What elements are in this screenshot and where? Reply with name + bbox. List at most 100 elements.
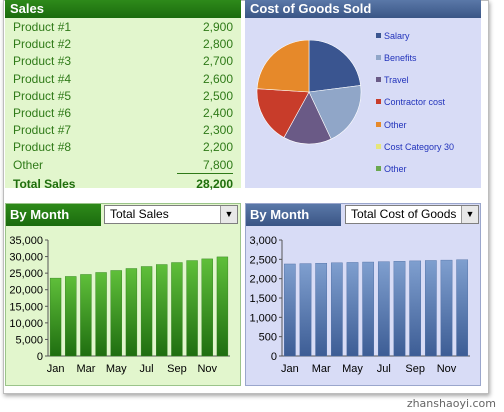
y-tick-label: 0 [37,351,43,363]
watermark: zhanshaoyi.com [406,397,496,410]
cogs-by-month-bar-chart: 0 500 1,000 1,500 2,000 2,500 3,000 Jan Mar May Ju… [249,235,470,375]
bar-jan [283,263,296,357]
legend-swatch [376,77,381,82]
sales-row-label: Product #3 [13,54,72,69]
cogs-pie-chart [256,40,362,145]
y-tick-label: 1,000 [249,312,277,324]
legend-swatch [376,33,381,38]
bar-sep [409,260,422,357]
bar-jul [140,266,153,357]
legend-label: Other [384,120,407,130]
cogs-metric-dropdown[interactable]: Total Cost of Goods ▼ [345,205,479,224]
by-month-cogs-header: By Month [246,204,341,226]
sales-row-value: 2,500 [202,88,233,103]
sales-row: Product #6 2,400 [13,106,233,123]
sales-row-value: 2,200 [202,140,233,155]
y-tick-label: 20,000 [9,285,43,297]
x-tick-label: Mar [76,363,95,375]
bar-may [346,262,359,357]
y-tick-label: 3,000 [249,235,277,247]
sales-row: Product #7 2,300 [13,123,233,140]
x-tick-label: Jan [47,363,65,375]
x-tick-label: Sep [167,363,187,375]
total-underline [177,172,233,174]
chevron-down-icon[interactable]: ▼ [220,206,237,223]
by-month-cogs-panel: By Month Total Cost of Goods ▼ 0 500 1,000… [245,203,481,386]
sales-row-label: Product #8 [13,140,72,155]
bar-oct [424,260,437,357]
x-tick-label: Jan [281,363,299,375]
y-tick-label: 2,000 [249,274,277,286]
sales-row-value: 2,900 [202,20,233,34]
sales-row-value: 2,700 [202,54,233,69]
sales-row-value: 7,800 [202,157,233,172]
x-tick-label: Jul [377,363,391,375]
pie-slice-travel [283,91,332,145]
bar-dec [216,256,229,357]
sales-row: Product #4 2,600 [13,72,233,89]
y-tick-label: 25,000 [9,268,43,280]
y-tick-label: 15,000 [9,301,43,313]
sales-total-value: 28,200 [196,176,233,191]
sales-panel: Sales Product #1 2,900 Product #2 2,800 Prod… [5,0,241,191]
y-tick-label: 500 [259,332,277,344]
bar-aug [393,261,406,357]
sales-metric-dropdown[interactable]: Total Sales ▼ [104,205,238,224]
bar-dec [456,259,469,357]
x-tick-label: Mar [312,363,331,375]
sales-row: Product #2 2,800 [13,37,233,54]
bar-feb [299,263,312,357]
cogs-header: Cost of Goods Sold [245,0,481,18]
sales-row-label: Product #5 [13,88,72,103]
sales-row: Product #5 2,500 [13,89,233,106]
y-tick-label: 1,500 [249,293,277,305]
bar-nov [440,259,453,357]
y-tick-label: 5,000 [15,334,43,346]
bar-nov [201,258,213,357]
x-tick-label: Jul [140,363,154,375]
y-tick-label: 0 [271,351,277,363]
legend-swatch [376,144,381,149]
sales-row-label: Product #2 [13,37,72,52]
sales-row-label: Other [13,157,44,172]
cogs-panel: Cost of Goods Sold Salary Benefits Travel C… [245,0,481,188]
legend-label: Other [384,164,407,174]
sales-row-value: 2,600 [202,71,233,86]
sales-total-label: Total Sales [13,176,76,191]
legend-swatch [376,122,381,127]
sales-row-value: 2,300 [202,123,233,138]
sales-row: Product #8 2,200 [13,140,233,157]
sales-total-row: Total Sales 28,200 [13,177,233,194]
x-tick-label: Nov [197,363,217,375]
sales-row-value: 2,400 [202,106,233,120]
x-tick-label: May [106,363,127,375]
bar-apr [95,272,107,357]
pie-slice-salary [308,40,361,93]
by-month-sales-header: By Month [6,204,101,226]
y-tick-label: 30,000 [9,252,43,264]
bar-may [110,270,122,357]
legend-label: Cost Category 30 [384,142,455,152]
bar-feb [65,276,77,357]
sales-row: Product #3 2,700 [13,54,233,71]
by-month-sales-panel: By Month Total Sales ▼ 0 5,000 10,000 15,00… [5,203,241,386]
cogs-metric-dropdown-value: Total Cost of Goods [351,207,457,221]
legend-label: Travel [384,75,409,85]
sales-by-month-bar-chart: 0 5,000 10,000 15,000 20,000 25,000 30,000 35,0… [9,235,230,375]
sales-row: Other 7,800 [13,158,233,175]
pie-slice-other [256,40,310,93]
legend-label: Contractor cost [384,97,446,107]
bar-mar [315,263,328,357]
sales-row: Product #1 2,900 [13,20,233,37]
pie-slice-contractor-cost [256,88,310,138]
bar-oct [186,260,198,357]
legend-swatch [376,99,381,104]
sales-row-label: Product #7 [13,123,72,138]
legend-swatch [376,166,381,171]
chevron-down-icon[interactable]: ▼ [461,206,478,223]
bar-jul [377,261,390,357]
bar-mar [80,274,92,357]
sales-metric-dropdown-value: Total Sales [110,207,169,221]
y-tick-label: 10,000 [9,318,43,330]
sales-row-label: Product #1 [13,20,72,34]
